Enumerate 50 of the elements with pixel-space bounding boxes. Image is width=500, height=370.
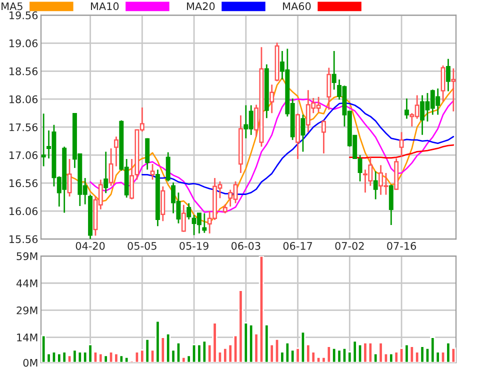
x-tick-label: 06-17: [283, 242, 312, 250]
y-tick-label: 19.56: [10, 11, 38, 20]
y-tick-label: 18.56: [10, 67, 38, 76]
y-tick-label: 14M: [17, 334, 38, 342]
y-tick-label: 17.56: [10, 123, 38, 132]
x-tick-label: 04-20: [76, 242, 105, 250]
candlestick: [300, 114, 306, 152]
y-tick-label: 44M: [16, 279, 38, 288]
candlestick: [186, 202, 192, 220]
candlestick: [440, 64, 446, 102]
candlestick: [67, 158, 72, 198]
candlestick: [404, 98, 409, 120]
candlestick: [451, 68, 456, 112]
legend-label: MA20: [187, 2, 215, 10]
candlestick: [150, 163, 155, 180]
x-tick-label: 06-03: [231, 242, 260, 250]
line-series: [90, 98, 454, 213]
candlestick: [41, 112, 46, 167]
candlestick: [108, 148, 114, 187]
candlestick: [181, 204, 186, 232]
candlestick: [166, 152, 170, 182]
y-tick-label: 59M: [16, 252, 38, 260]
y-tick-label: 29M: [16, 306, 38, 314]
candlestick: [160, 186, 166, 222]
legend-label: MA5: [2, 2, 22, 10]
candlestick: [145, 138, 150, 170]
x-tick-label: 07-16: [387, 242, 416, 250]
x-tick-label: 05-19: [180, 242, 208, 250]
legend-label: MA10: [90, 2, 119, 10]
legend-label: MA60: [283, 2, 311, 10]
candlestick: [326, 67, 332, 110]
x-tick-label: 05-05: [128, 242, 156, 250]
candlestick: [399, 131, 404, 158]
candlestick: [270, 84, 274, 114]
candlestick: [104, 151, 108, 194]
y-tick-label: 18.06: [10, 95, 38, 104]
x-tick-label: 07-02: [335, 242, 364, 250]
candlestick: [114, 136, 118, 167]
candlestick: [388, 184, 394, 226]
y-tick-label: 16.06: [10, 207, 38, 216]
candlestick: [321, 120, 326, 154]
candlestick: [446, 58, 450, 92]
y-tick-label: 16.56: [10, 179, 38, 188]
y-tick-label: 15.56: [10, 235, 38, 244]
candlestick: [202, 212, 207, 234]
candlestick: [373, 170, 378, 200]
y-tick-label: 19.06: [10, 39, 38, 48]
y-tick-label: 17.06: [10, 151, 38, 160]
y-tick-label: 0M: [23, 358, 38, 367]
candlestick: [332, 50, 336, 90]
